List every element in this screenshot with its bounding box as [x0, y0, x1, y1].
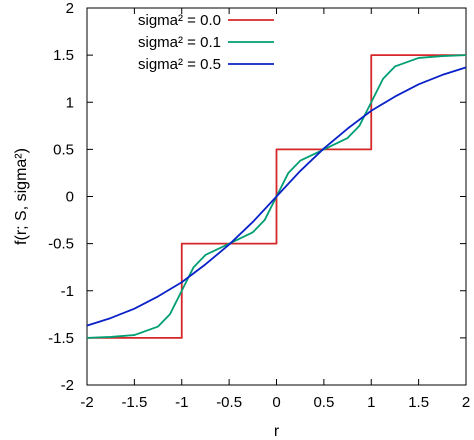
y-tick-label: 1 [66, 94, 74, 111]
y-tick-label: 0.5 [53, 141, 74, 158]
legend-label-1: sigma² = 0.1 [138, 34, 221, 51]
x-tick-label: 1 [367, 394, 375, 411]
legend-label-2: sigma² = 0.5 [138, 56, 221, 73]
y-tick-label: 1.5 [53, 47, 74, 64]
x-tick-label: -0.5 [216, 394, 242, 411]
y-tick-label: -2 [61, 377, 74, 394]
x-tick-label: -1 [175, 394, 188, 411]
x-tick-label: 0 [272, 394, 280, 411]
y-tick-label: -1.5 [48, 330, 74, 347]
y-tick-label: -0.5 [48, 236, 74, 253]
y-tick-label: -1 [61, 283, 74, 300]
x-tick-label: -2 [80, 394, 93, 411]
x-tick-label: 0.5 [313, 394, 334, 411]
y-axis-label: f(r; S, sigma²) [13, 148, 30, 245]
x-axis-label: r [274, 423, 280, 440]
series-line-2 [87, 66, 466, 327]
legend-label-0: sigma² = 0.0 [138, 12, 221, 29]
x-tick-label: 1.5 [408, 394, 429, 411]
y-tick-label: 2 [66, 0, 74, 17]
x-tick-label: 2 [462, 394, 470, 411]
x-tick-label: -1.5 [121, 394, 147, 411]
y-tick-label: 0 [66, 189, 74, 206]
